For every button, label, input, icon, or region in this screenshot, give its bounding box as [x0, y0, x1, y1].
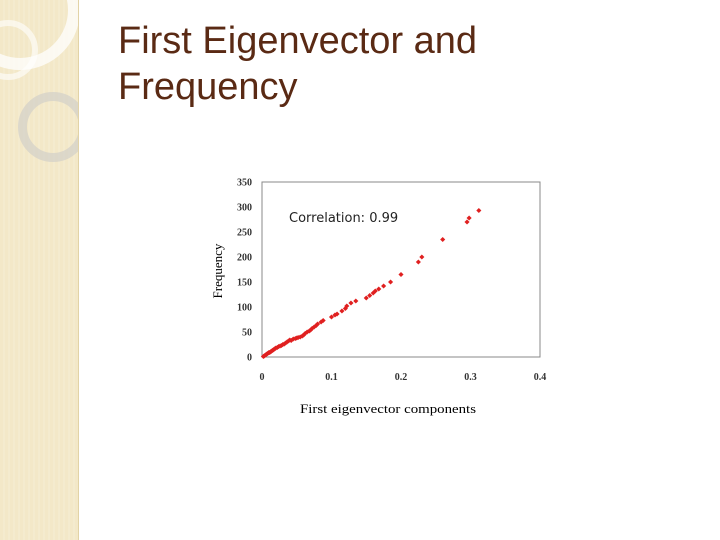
y-tick-label: 100	[237, 303, 252, 314]
x-tick-label: 0.1	[325, 372, 338, 383]
decorative-ring-icon	[18, 92, 78, 162]
data-point	[348, 300, 354, 306]
decorative-ring-icon	[0, 20, 38, 80]
x-tick-label: 0.4	[534, 372, 547, 383]
y-tick-label: 0	[247, 353, 252, 364]
data-point	[381, 283, 387, 289]
data-point	[328, 314, 335, 320]
data-point	[415, 259, 421, 265]
slide-title-line-2: Frequency	[118, 66, 298, 108]
data-point	[440, 236, 446, 243]
y-tick-label: 300	[237, 203, 252, 214]
y-axis-label: Frequency	[210, 243, 225, 298]
x-axis-ticks: 0 0.1 0.2 0.3 0.4	[260, 372, 547, 383]
x-tick-label: 0.2	[395, 372, 408, 383]
x-axis-label: First eigenvector components	[300, 401, 476, 416]
side-band-stripes	[0, 0, 78, 540]
decorative-side-band	[0, 0, 79, 540]
correlation-annotation: Correlation: 0.99	[289, 211, 398, 226]
y-tick-label: 150	[237, 278, 252, 289]
scatter-chart: 0 50 100 150 200 250 300 350 0 0.1 0.2 0.3 0.4 Corr…	[210, 178, 547, 417]
y-tick-label: 200	[237, 253, 252, 264]
x-tick-label: 0	[260, 372, 265, 383]
slide-title-line-1: First Eigenvector and	[118, 20, 478, 62]
plot-area-frame	[261, 181, 541, 358]
y-tick-label: 250	[237, 228, 252, 239]
data-point	[334, 311, 340, 317]
data-point	[363, 295, 369, 301]
slide-title: First Eigenvector and Frequency	[118, 18, 678, 110]
y-axis-ticks: 0 50 100 150 200 250 300 350	[237, 178, 252, 364]
y-tick-label: 350	[237, 178, 252, 189]
y-tick-label: 50	[242, 328, 252, 339]
data-point	[353, 298, 359, 304]
x-tick-label: 0.3	[464, 372, 477, 383]
